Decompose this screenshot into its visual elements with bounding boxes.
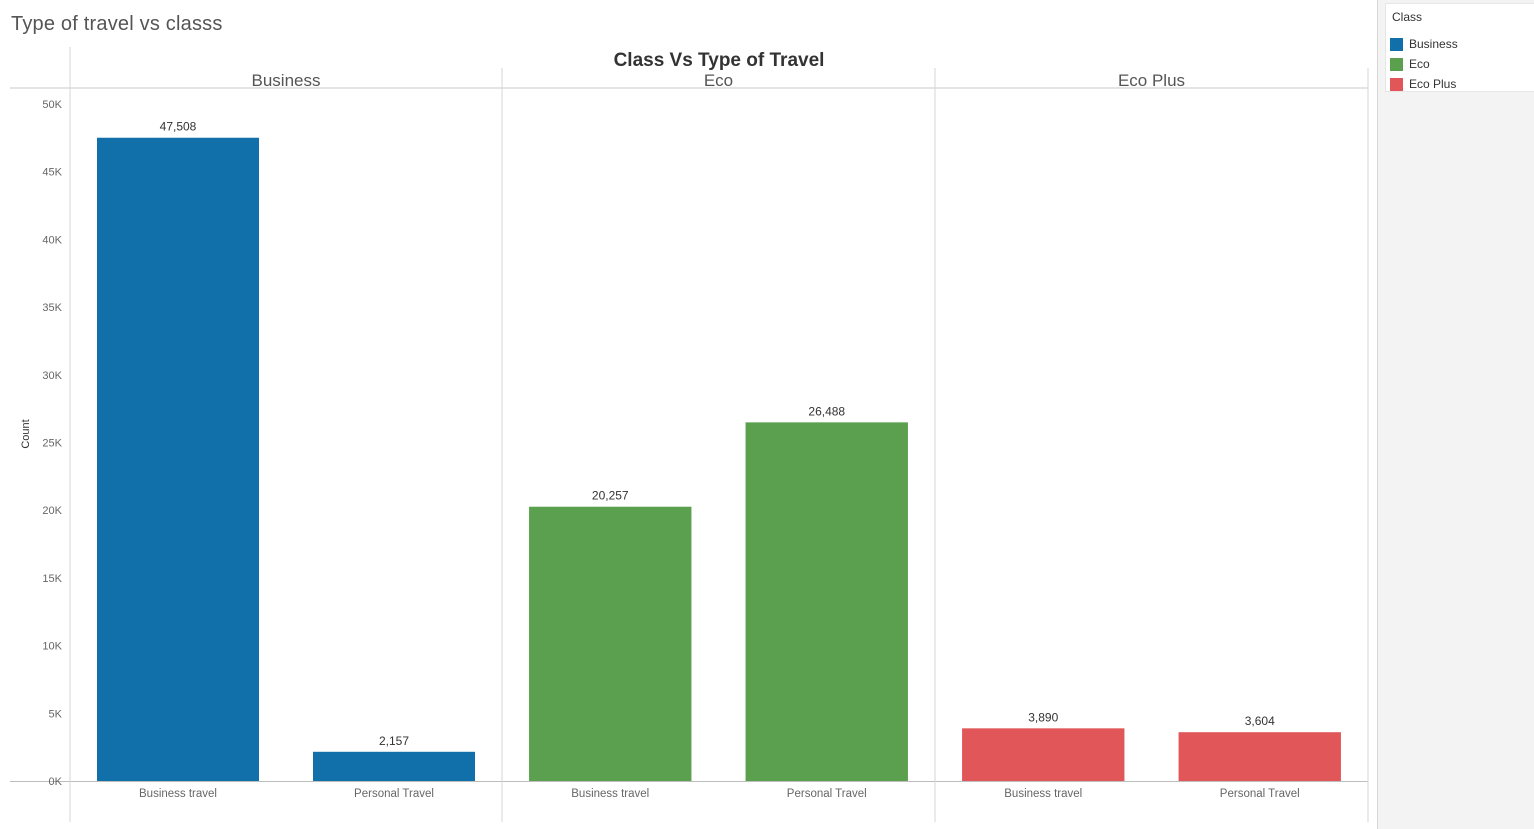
x-tick-label: Personal Travel xyxy=(354,788,434,800)
bar-value-label: 20,257 xyxy=(592,489,629,503)
bar-value-label: 2,157 xyxy=(379,734,409,748)
y-tick-label: 50K xyxy=(42,99,62,111)
legend-title: Class xyxy=(1392,10,1423,24)
y-tick-label: 20K xyxy=(42,505,62,517)
y-tick-label: 15K xyxy=(42,573,62,585)
bar xyxy=(97,137,259,781)
y-tick-label: 40K xyxy=(42,234,62,246)
bar-value-label: 26,488 xyxy=(808,404,845,418)
y-tick-label: 10K xyxy=(42,641,62,653)
legend-item-eco[interactable]: Eco xyxy=(1390,56,1430,72)
legend-label-eco-plus: Eco Plus xyxy=(1409,77,1457,91)
bar-value-label: 3,604 xyxy=(1245,714,1275,728)
chart-title: Class Vs Type of Travel xyxy=(614,50,825,71)
panel-header: Eco xyxy=(704,71,733,90)
sheet-title: Type of travel vs classs xyxy=(11,13,223,35)
bar xyxy=(529,506,692,781)
panel-header: Business xyxy=(252,71,321,90)
x-tick-label: Business travel xyxy=(1004,788,1082,800)
x-tick-label: Personal Travel xyxy=(787,788,867,800)
legend-item-business[interactable]: Business xyxy=(1390,36,1458,52)
legend-swatch-eco xyxy=(1390,57,1403,71)
y-tick-label: 0K xyxy=(49,776,63,788)
bar xyxy=(745,422,908,781)
x-tick-label: Business travel xyxy=(139,788,217,800)
y-tick-label: 35K xyxy=(42,302,62,314)
y-axis-label: Count xyxy=(20,419,32,448)
legend-swatch-business xyxy=(1390,37,1403,51)
bar xyxy=(313,751,475,781)
bar-value-label: 3,890 xyxy=(1028,710,1058,724)
legend-item-eco-plus[interactable]: Eco Plus xyxy=(1390,76,1456,92)
legend-panel: Class Business Eco Eco Plus xyxy=(1377,0,1534,829)
y-tick-label: 30K xyxy=(42,370,62,382)
y-tick-label: 25K xyxy=(42,438,62,450)
bar-value-label: 47,508 xyxy=(160,120,197,134)
y-tick-label: 45K xyxy=(42,167,62,179)
legend-swatch-eco-plus xyxy=(1390,77,1403,91)
legend: Class Business Eco Eco Plus xyxy=(1385,3,1534,92)
legend-label-business: Business xyxy=(1409,37,1458,51)
panel-header: Eco Plus xyxy=(1118,71,1185,90)
bar-chart: Class Vs Type of Travel Count 0K 5K 10K 15K 20… xyxy=(10,47,1369,822)
x-tick-label: Personal Travel xyxy=(1220,788,1300,800)
y-tick-label: 5K xyxy=(49,708,63,720)
bar xyxy=(1178,732,1341,781)
x-tick-label: Business travel xyxy=(571,788,649,800)
legend-label-eco: Eco xyxy=(1409,57,1430,71)
bar xyxy=(962,728,1125,781)
